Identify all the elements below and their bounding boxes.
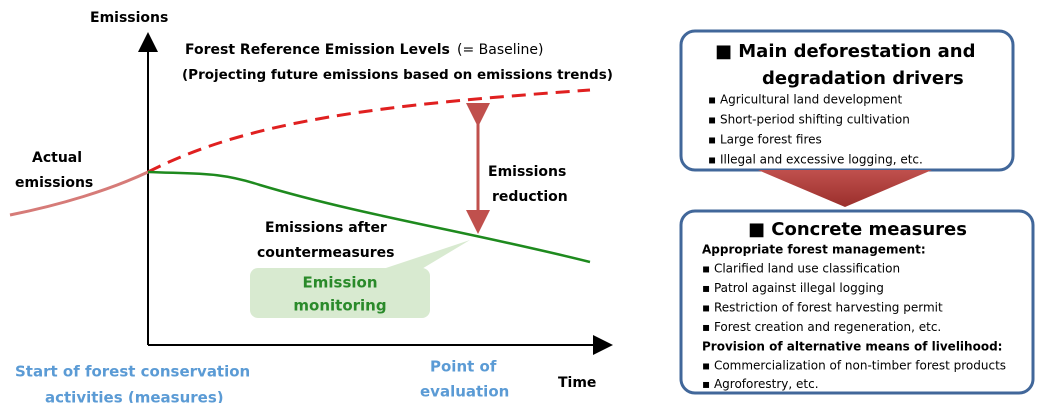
y-axis-label: Emissions bbox=[90, 10, 168, 26]
start-label: Start of forest conservation bbox=[15, 363, 250, 381]
evaluation-label: Point of bbox=[430, 358, 497, 376]
list-item: ▪ Forest creation and regeneration, etc. bbox=[702, 320, 941, 334]
reduction-label: reduction bbox=[492, 189, 568, 205]
reduction-label: Emissions bbox=[488, 164, 566, 180]
list-item: ▪ Commercialization of non-timber forest… bbox=[702, 359, 1006, 373]
actual-label: emissions bbox=[15, 175, 93, 191]
list-item: ▪ Large forest fires bbox=[708, 133, 822, 147]
list-item: ▪ Illegal and excessive logging, etc. bbox=[708, 153, 923, 167]
list-item: ▪ Agricultural land development bbox=[708, 93, 903, 107]
after-label: countermeasures bbox=[257, 245, 395, 261]
x-axis-label: Time bbox=[558, 375, 596, 391]
down-arrow bbox=[758, 170, 932, 207]
actual-label: Actual bbox=[32, 150, 82, 166]
list-item: ▪ Restriction of forest harvesting permi… bbox=[702, 301, 943, 315]
monitoring-label: Emission bbox=[303, 274, 378, 292]
list-item: ▪ Short-period shifting cultivation bbox=[708, 113, 910, 127]
measures-box bbox=[679, 209, 1035, 395]
baseline-subtitle: (Projecting future emissions based on em… bbox=[182, 67, 613, 83]
measures-title: ■ Concrete measures bbox=[748, 219, 967, 240]
start-label: activities (measures) bbox=[45, 389, 224, 404]
baseline-note: (= Baseline) bbox=[457, 42, 543, 58]
baseline-title: Forest Reference Emission Levels bbox=[185, 42, 450, 58]
measures-heading: Appropriate forest management: bbox=[702, 243, 926, 257]
baseline-curve bbox=[147, 88, 591, 174]
after-curve bbox=[147, 170, 591, 264]
list-item: ▪ Clarified land use classification bbox=[702, 262, 900, 276]
measures-heading: Provision of alternative means of liveli… bbox=[702, 340, 1002, 354]
list-item: ▪ Agroforestry, etc. bbox=[702, 377, 819, 391]
after-label: Emissions after bbox=[265, 220, 387, 236]
monitoring-box bbox=[250, 268, 430, 318]
evaluation-label: evaluation bbox=[420, 383, 509, 401]
monitoring-label: monitoring bbox=[293, 297, 386, 315]
list-item: ▪ Patrol against illegal logging bbox=[702, 281, 884, 295]
callout-pointer bbox=[380, 240, 470, 270]
drivers-title: ■ Main deforestation and bbox=[715, 41, 976, 62]
drivers-title: degradation drivers bbox=[762, 68, 964, 89]
actual-curve bbox=[9, 170, 149, 217]
